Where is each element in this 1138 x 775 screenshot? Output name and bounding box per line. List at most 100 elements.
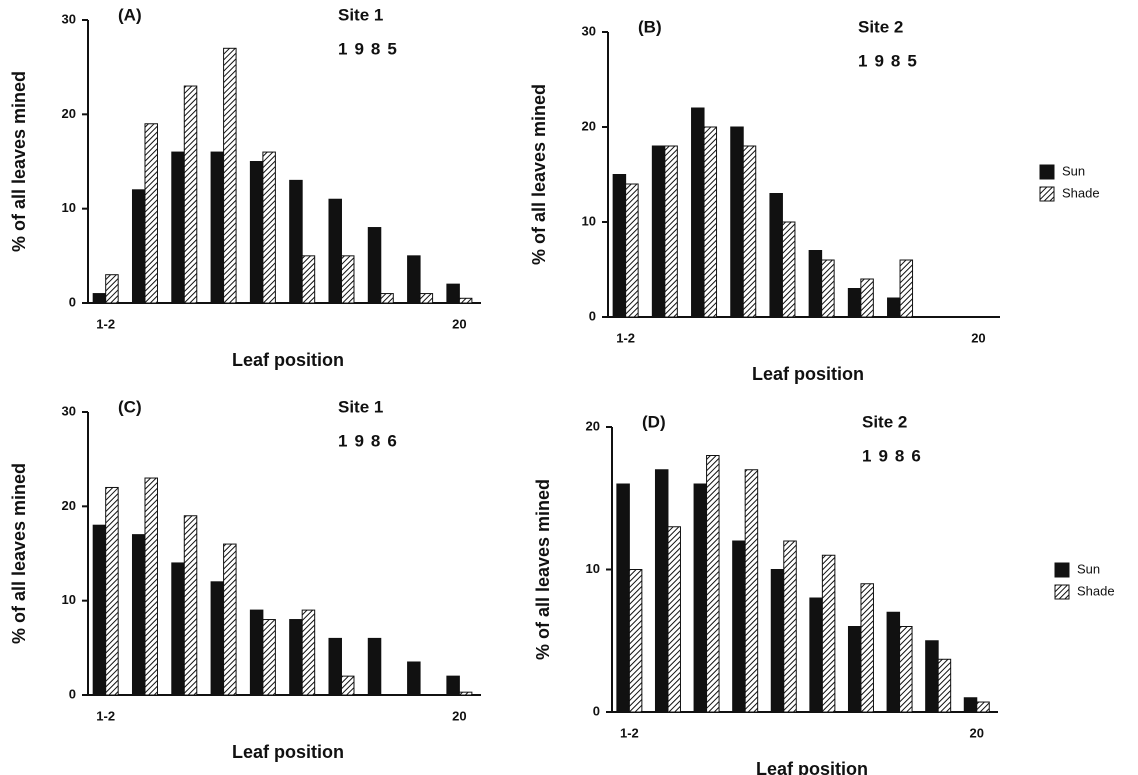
bar [407, 255, 421, 304]
y-tick-label: 20 [62, 498, 76, 513]
bar [860, 278, 874, 318]
x-tick-label: 20 [452, 316, 466, 331]
bar [289, 179, 303, 304]
bar [105, 274, 119, 304]
legend-swatch [1054, 584, 1070, 600]
y-tick-label: 0 [593, 703, 600, 718]
bar [808, 250, 823, 318]
bar [92, 293, 107, 304]
bar [144, 123, 158, 304]
x-axis-title: Leaf position [752, 364, 864, 384]
x-tick-label: 20 [452, 708, 466, 723]
x-axis-title: Leaf position [232, 350, 344, 370]
bar [628, 569, 643, 713]
bar [367, 637, 382, 696]
bar [301, 609, 316, 696]
x-tick-label: 1-2 [96, 708, 115, 723]
bar [249, 609, 264, 696]
bar [887, 297, 901, 318]
legend-label: Shade [1077, 583, 1115, 598]
bar [742, 145, 757, 318]
y-axis-title: % of all leaves mined [9, 71, 29, 252]
x-tick-label: 1-2 [620, 725, 639, 740]
legend-swatch [1054, 562, 1070, 578]
bar [105, 486, 119, 696]
bar [183, 85, 198, 304]
bar [92, 524, 107, 696]
bar [223, 47, 237, 304]
bar [899, 626, 913, 713]
bar [732, 540, 746, 713]
bar [693, 483, 708, 713]
bar [860, 583, 874, 713]
legend-swatch [1039, 164, 1055, 180]
bar [847, 288, 862, 318]
legend-label: Sun [1077, 561, 1100, 576]
year-label: 1985 [338, 39, 404, 58]
bar [703, 126, 718, 318]
bar [664, 145, 678, 318]
y-tick-label: 20 [62, 106, 76, 121]
panel-label: (C) [118, 397, 142, 416]
bar [419, 293, 434, 304]
year-label: 1985 [858, 51, 924, 70]
bar [131, 189, 146, 304]
bar [886, 611, 901, 713]
bar [654, 469, 669, 713]
bar [821, 554, 836, 713]
y-tick-label: 0 [69, 686, 76, 701]
y-tick-label: 10 [586, 561, 600, 576]
bar [730, 126, 744, 318]
y-axis-title: % of all leaves mined [533, 479, 553, 660]
bar [783, 540, 797, 713]
legend-label: Shade [1062, 185, 1100, 200]
x-tick-label: 20 [971, 330, 985, 345]
bar [131, 534, 146, 696]
year-label: 1986 [338, 431, 404, 450]
bar [301, 255, 316, 304]
bar [223, 543, 237, 696]
bar [262, 151, 276, 304]
site-label: Site 2 [858, 17, 903, 36]
y-tick-label: 0 [589, 308, 596, 323]
bar [458, 297, 473, 304]
bar [809, 597, 823, 713]
panel-label: (D) [642, 412, 666, 431]
bar [171, 562, 185, 696]
bar [340, 675, 355, 696]
legend-swatch [1039, 186, 1055, 202]
bar [407, 661, 421, 696]
panel-label: (B) [638, 17, 662, 36]
y-tick-label: 20 [582, 118, 596, 133]
bar [446, 675, 460, 696]
y-axis-title: % of all leaves mined [9, 463, 29, 644]
bar [651, 145, 666, 318]
bar [328, 198, 342, 304]
bar [340, 255, 355, 304]
x-tick-label: 1-2 [96, 316, 115, 331]
bar [963, 697, 978, 713]
site-label: Site 1 [338, 5, 383, 24]
y-axis-title: % of all leaves mined [529, 84, 549, 265]
bar [380, 293, 394, 304]
bar [328, 637, 342, 696]
bar [625, 183, 639, 318]
bar [262, 619, 276, 696]
bar [847, 626, 862, 713]
bar [769, 193, 783, 318]
year-label: 1986 [862, 446, 928, 465]
legend-label: Sun [1062, 163, 1085, 178]
bar [616, 483, 630, 713]
bar [691, 107, 705, 318]
x-axis-title: Leaf position [756, 759, 868, 775]
bar [289, 619, 303, 696]
x-axis-title: Leaf position [232, 742, 344, 762]
y-tick-label: 10 [582, 213, 596, 228]
site-label: Site 2 [862, 412, 907, 431]
panel-label: (A) [118, 5, 142, 24]
bar [367, 227, 382, 304]
bar [937, 658, 952, 713]
y-tick-label: 20 [586, 418, 600, 433]
bar [210, 581, 225, 696]
